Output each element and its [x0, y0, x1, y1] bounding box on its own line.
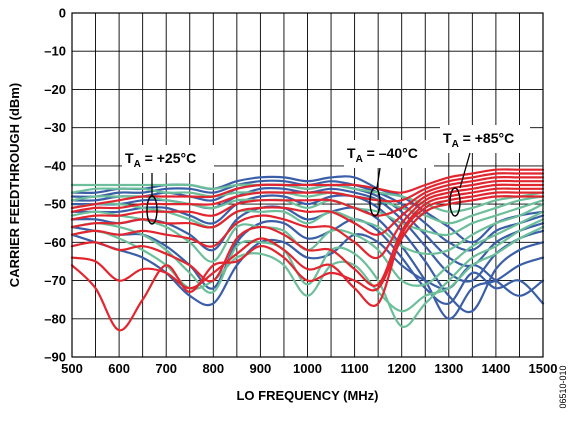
annotation-leader-line: [376, 167, 381, 189]
series-line-cold-5: [70, 194, 545, 314]
y-tick-label: –30: [44, 120, 66, 135]
annotation-ellipse: [449, 187, 461, 217]
annotation-ellipse: [146, 195, 158, 225]
series-line-hot-6: [70, 187, 545, 287]
x-tick-label: 1000: [293, 361, 322, 376]
series-line-hot-5: [70, 183, 545, 260]
x-tick-label: 1100: [340, 361, 368, 376]
annotation-background: [440, 125, 530, 153]
series-line-hot-7: [70, 191, 545, 307]
annotation-background: [122, 145, 214, 173]
x-tick-label: 800: [202, 361, 224, 376]
x-tick-label: 1500: [529, 361, 558, 376]
series-line-hot-2: [70, 172, 545, 213]
x-tick-label: 600: [108, 361, 130, 376]
x-tick-label: 500: [61, 361, 83, 376]
figure-id: 06510-010: [558, 365, 568, 408]
series-line-room-2: [70, 187, 545, 225]
y-axis-label: CARRIER FEEDTHROUGH (dBm): [7, 83, 22, 287]
y-tick-label: –70: [44, 273, 66, 288]
series-line-hot-3: [70, 175, 545, 221]
series-line-cold-7: [70, 218, 545, 305]
x-tick-label: 1300: [434, 361, 463, 376]
annotation-leader-line: [459, 152, 471, 189]
y-tick-label: –90: [44, 350, 66, 365]
x-axis-label: LO FREQUENCY (MHz): [236, 388, 378, 403]
annotation-label-hot: TA = +85°C: [443, 130, 514, 150]
y-tick-label: –40: [44, 158, 66, 173]
y-tick-label: 0: [59, 6, 66, 21]
series-line-room-4: [70, 202, 545, 256]
series-line-room-6: [70, 218, 545, 328]
y-tick-label: –60: [44, 235, 66, 250]
x-tick-label: 700: [155, 361, 177, 376]
y-tick-label: –80: [44, 311, 66, 326]
plot-frame: [71, 12, 544, 358]
series-line-room-1: [70, 183, 545, 213]
series-line-hot-4: [70, 179, 545, 236]
x-tick-label: 900: [250, 361, 272, 376]
tick-labels: 500 600 700 800 900 1000 1100 1200 1300 1400 1500 0…: [44, 6, 557, 377]
series-curves: [70, 168, 545, 332]
x-tick-label: 1200: [387, 361, 416, 376]
annotation-label-room: TA = +25°C: [125, 150, 196, 170]
series-line-hot-1: [70, 168, 545, 209]
series-line-hot-8: [70, 195, 545, 332]
x-tick-label: 1400: [481, 361, 510, 376]
y-tick-label: –20: [44, 82, 66, 97]
annotation-ellipse: [369, 187, 381, 217]
y-tick-label: –50: [44, 197, 66, 212]
series-line-room-7: [70, 225, 545, 313]
annotation-label-cold: TA = –40°C: [347, 145, 418, 165]
y-tick-label: –10: [44, 44, 66, 59]
annotations: TA = +25°C TA = –40°C TA = +85°C: [122, 125, 530, 225]
annotation-background: [344, 140, 434, 168]
